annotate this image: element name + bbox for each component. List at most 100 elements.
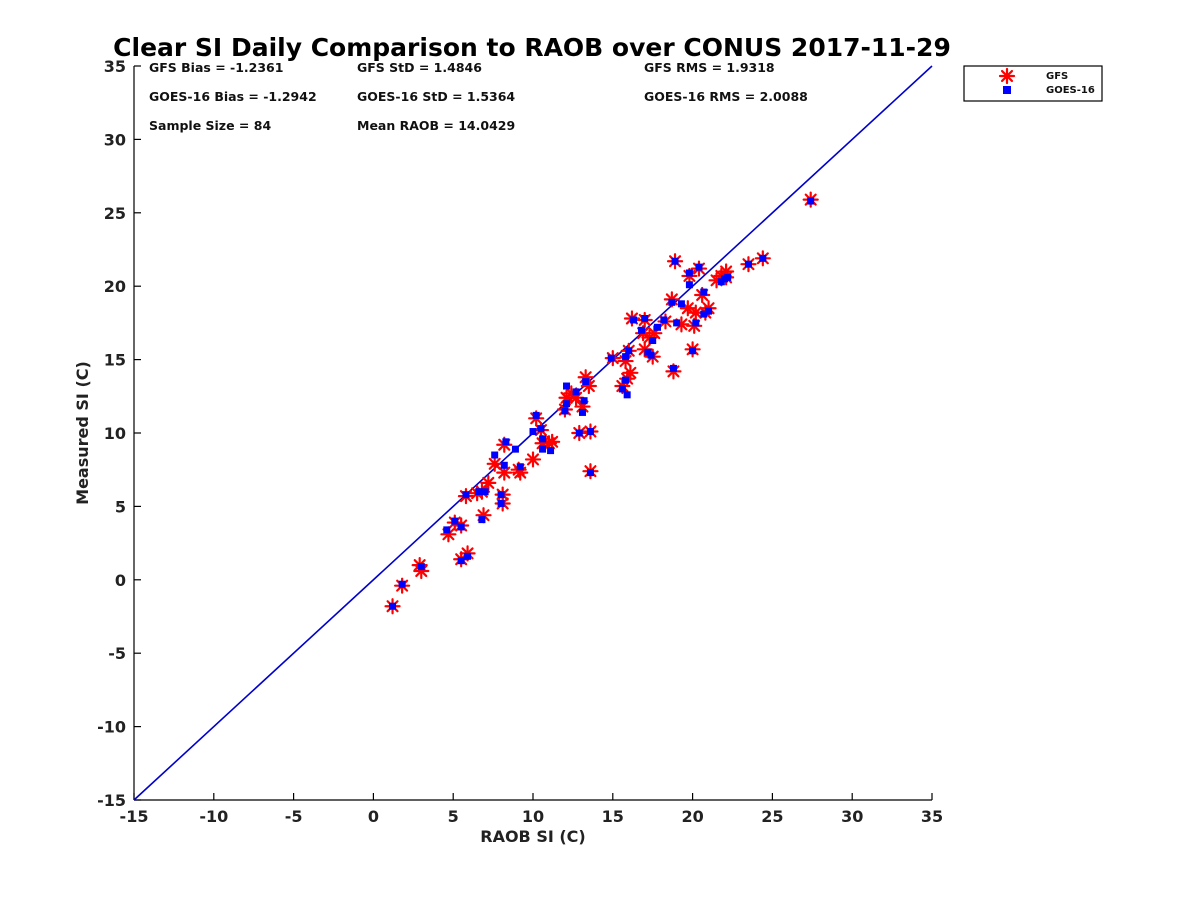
x-tick-label: 0 (368, 807, 379, 826)
goes16-point (668, 298, 676, 306)
goes16-point (692, 319, 700, 327)
legend-gfs-label: GFS (1046, 71, 1068, 82)
goes16-point (481, 488, 489, 496)
goes16-point (572, 388, 580, 396)
goes16-point (547, 447, 555, 455)
goes16-point (623, 391, 631, 399)
goes16-point (502, 438, 510, 446)
goes16-point (685, 281, 693, 289)
goes16-point (451, 517, 459, 525)
goes16-point (638, 326, 646, 334)
x-tick-label: 30 (841, 807, 863, 826)
goes16-point (607, 354, 615, 362)
goes16-point (673, 319, 681, 327)
x-ticks: -15 -10 -5 0 5 10 15 20 25 30 35 (120, 793, 943, 826)
x-tick-label: 20 (681, 807, 703, 826)
legend-gfs-asterisk (998, 67, 1016, 85)
y-tick-label: 30 (104, 130, 126, 149)
goes16-point (398, 580, 406, 588)
goes16-point (500, 461, 508, 469)
y-axis-label: Measured SI (C) (73, 361, 92, 505)
goes16-point (677, 300, 685, 308)
goes-bias-text: GOES-16 Bias = -1.2942 (149, 89, 317, 104)
goes16-point (685, 269, 693, 277)
gfs-point (622, 364, 639, 381)
goes16-point (660, 316, 668, 324)
y-tick-label: 35 (104, 57, 126, 76)
x-tick-label: 35 (921, 807, 943, 826)
goes16-point (389, 602, 397, 610)
y-tick-label: -10 (97, 718, 126, 737)
goes16-point (563, 400, 571, 408)
goes16-point (497, 499, 505, 507)
goes16-point (462, 491, 470, 499)
gfs-point (486, 455, 503, 472)
goes16-point (705, 307, 713, 315)
goes16-point (457, 557, 465, 565)
x-tick-label: 25 (761, 807, 783, 826)
goes16-point (491, 451, 499, 459)
goes16-point (625, 347, 633, 355)
x-tick-label: 15 (602, 807, 624, 826)
stats-annotations: GFS Bias = -1.2361 GFS StD = 1.4846 GFS … (149, 60, 808, 133)
goes-std-text: GOES-16 StD = 1.5364 (357, 89, 515, 104)
sample-size-text: Sample Size = 84 (149, 118, 271, 133)
legend-box (963, 65, 1103, 102)
goes16-point (578, 408, 586, 416)
goes16-point (689, 347, 697, 355)
y-tick-label: 0 (115, 571, 126, 590)
goes16-point (516, 463, 524, 471)
legend: GFS GOES-16 (963, 65, 1103, 102)
goes16-point (724, 273, 732, 281)
y-tick-label: 15 (104, 351, 126, 370)
goes16-point (618, 385, 626, 393)
legend-goes-square (1003, 86, 1011, 94)
gfs-series (384, 191, 819, 615)
goes16-point (586, 428, 594, 436)
goes16-point (744, 260, 752, 268)
goes16-point (700, 288, 708, 296)
x-tick-label: -5 (285, 807, 303, 826)
x-tick-label: -10 (199, 807, 228, 826)
goes16-point (649, 337, 657, 345)
goes16-point (537, 425, 545, 433)
goes16-point (630, 316, 638, 324)
goes-rms-text: GOES-16 RMS = 2.0088 (644, 89, 808, 104)
goes16-point (622, 353, 630, 361)
gfs-point (524, 451, 542, 468)
goes16-point (457, 523, 465, 531)
y-tick-label: 10 (104, 424, 126, 443)
goes16-point (563, 382, 571, 390)
y-tick-label: 25 (104, 204, 126, 223)
goes16-point (561, 407, 569, 415)
mean-raob-text: Mean RAOB = 14.0429 (357, 118, 515, 133)
legend-goes-label: GOES-16 (1046, 85, 1095, 96)
legend-goes-marker (1003, 86, 1011, 94)
chart-title: Clear SI Daily Comparison to RAOB over C… (113, 33, 951, 62)
goes16-point (539, 445, 547, 453)
y-tick-label: 20 (104, 277, 126, 296)
gfs-std-text: GFS StD = 1.4846 (357, 60, 482, 75)
goes16-point (464, 552, 472, 560)
goes16-point (475, 488, 483, 496)
x-tick-label: 10 (522, 807, 544, 826)
goes16-point (417, 563, 425, 571)
goes16-point (695, 263, 703, 271)
goes16-point (580, 397, 588, 405)
gfs-bias-text: GFS Bias = -1.2361 (149, 60, 283, 75)
goes16-point (443, 526, 451, 534)
goes16-point (586, 469, 594, 477)
gfs-point (687, 304, 704, 321)
goes16-point (511, 445, 519, 453)
y-tick-label: 5 (115, 497, 126, 516)
y-tick-label: -5 (108, 644, 126, 663)
goes16-point (759, 254, 767, 262)
gfs-point (480, 474, 497, 492)
x-axis-label: RAOB SI (C) (480, 827, 585, 846)
goes16-point (497, 491, 505, 499)
goes16-point (529, 428, 537, 436)
y-ticks: 35 30 25 20 15 10 5 0 -5 -10 -15 (97, 57, 141, 810)
y-tick-label: -15 (97, 791, 126, 810)
goes16-point (669, 364, 677, 372)
goes16-point (582, 378, 590, 386)
